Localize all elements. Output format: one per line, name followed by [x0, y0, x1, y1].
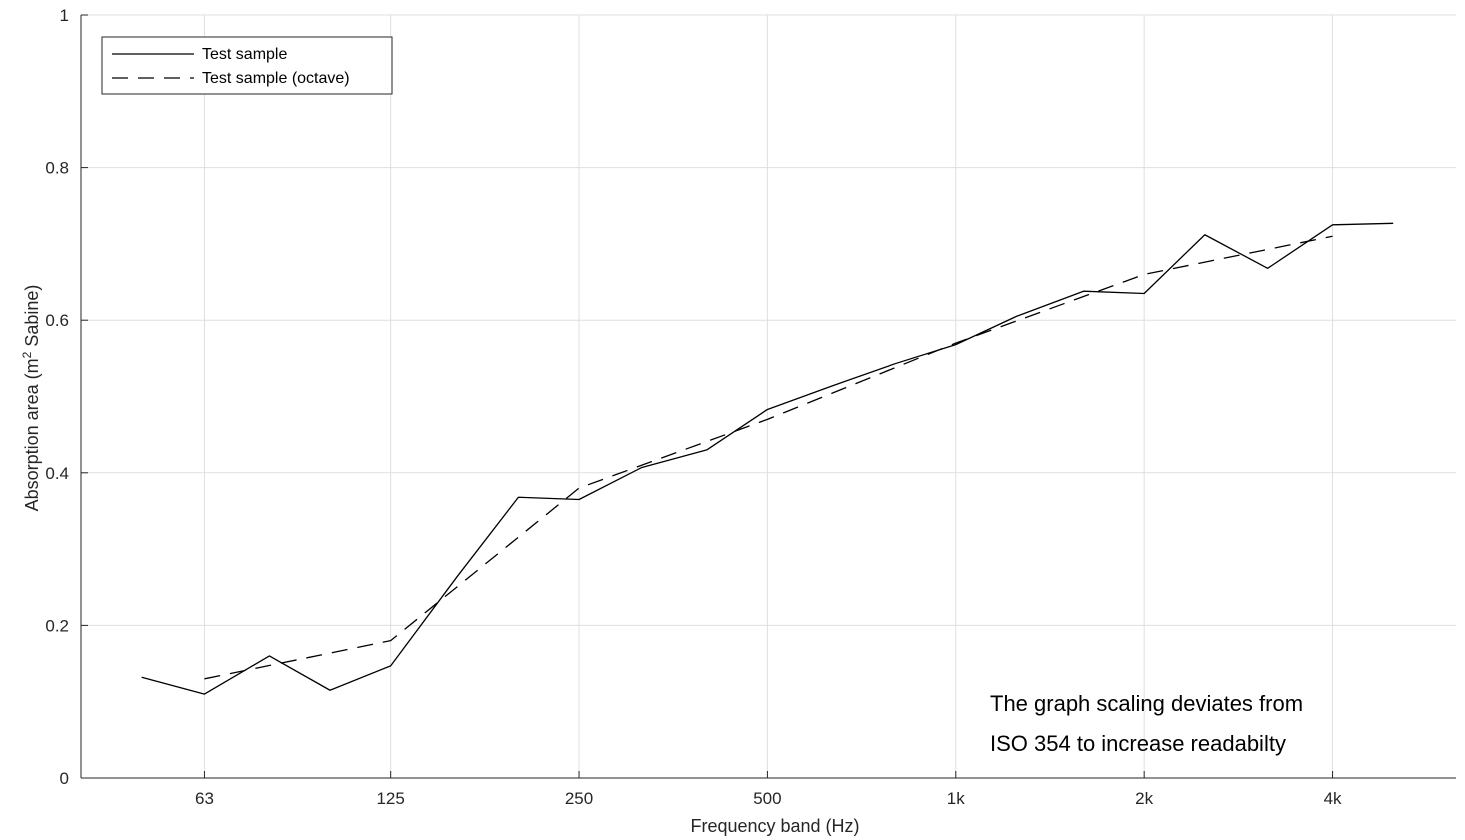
tick-labels: 63 125 250 500 1k 2k 4k 0 0.2 0.4 0.6 0.8 1 — [45, 6, 1342, 808]
x-tick-label: 4k — [1324, 789, 1342, 808]
y-axis-label-prefix: Absorption area (m — [22, 358, 42, 511]
legend-entry-test-sample: Test sample — [202, 46, 287, 63]
legend-entry-test-sample-octave: Test sample (octave) — [202, 70, 350, 87]
x-tick-label: 2k — [1135, 789, 1153, 808]
y-axis-label-superscript: 2 — [20, 351, 34, 358]
y-axis-label-suffix: Sabine) — [22, 285, 42, 352]
y-tick-label: 0.4 — [45, 464, 69, 483]
legend-box — [101, 36, 393, 95]
x-tick-label: 125 — [376, 789, 404, 808]
x-tick-label: 500 — [753, 789, 781, 808]
grid-lines — [81, 14, 1456, 778]
legend: Test sample Test sample (octave) — [101, 36, 393, 95]
annotation-line-2: ISO 354 to increase readabilty — [990, 731, 1286, 756]
y-tick-label: 0.2 — [45, 616, 69, 635]
x-tick-label: 250 — [565, 789, 593, 808]
y-tick-label: 0.8 — [45, 159, 69, 178]
x-tick-label: 63 — [195, 789, 214, 808]
axes — [80, 14, 1456, 779]
annotation-line-1: The graph scaling deviates from — [990, 691, 1303, 716]
series-layer — [141, 222, 1394, 695]
y-tick-label: 0.6 — [45, 311, 69, 330]
y-axis-label: Absorption area (m2 Sabine) — [20, 285, 42, 512]
series-line-test-sample — [141, 222, 1394, 695]
y-tick-label: 0 — [60, 769, 69, 788]
series-line-test-sample-octave — [204, 235, 1333, 680]
x-tick-label: 1k — [947, 789, 965, 808]
x-axis-label: Frequency band (Hz) — [690, 816, 859, 836]
y-tick-label: 1 — [60, 6, 69, 25]
